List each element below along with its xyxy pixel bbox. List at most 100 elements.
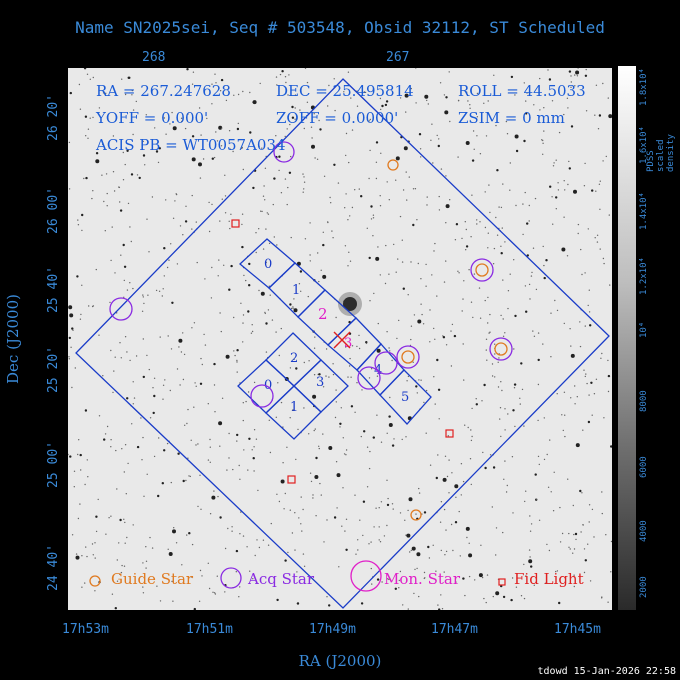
star-dot — [464, 424, 466, 426]
star-dot — [161, 295, 163, 297]
star-dot — [475, 398, 477, 400]
star-dot — [588, 504, 591, 506]
star-dot — [386, 524, 388, 527]
star-dot — [512, 409, 515, 412]
star-dot — [86, 73, 89, 75]
star-dot — [80, 469, 82, 471]
star-dot — [601, 512, 603, 515]
star-dot — [384, 103, 388, 107]
star-dot — [236, 361, 238, 363]
star-dot — [418, 595, 420, 598]
star-dot — [186, 68, 189, 71]
star-dot — [425, 389, 428, 392]
star-dot — [496, 234, 499, 236]
star-dot — [242, 535, 245, 537]
star-dot — [298, 517, 300, 519]
star-dot — [419, 148, 422, 150]
chip-number: 1 — [292, 283, 300, 298]
star-dot — [258, 546, 261, 549]
star-dot — [493, 247, 496, 250]
star-dot — [289, 367, 292, 369]
star-dot — [215, 131, 217, 133]
ra-readout: RA = 267.247628 — [96, 82, 231, 100]
star-dot — [147, 294, 149, 296]
star-dot — [563, 113, 565, 116]
star-dot — [126, 289, 129, 291]
star-dot — [258, 289, 260, 292]
star-dot — [95, 530, 98, 533]
star-dot — [543, 264, 545, 267]
star-dot — [495, 124, 497, 127]
star-dot — [567, 183, 569, 186]
star-dot — [350, 97, 352, 99]
star-dot — [246, 546, 248, 548]
star-dot — [188, 532, 191, 535]
star-dot — [219, 312, 221, 314]
star-dot — [350, 405, 354, 408]
star-dot — [564, 435, 566, 438]
star-dot — [123, 279, 125, 282]
star-dot — [379, 195, 381, 197]
star-dot — [276, 598, 279, 602]
star-dot — [268, 419, 270, 421]
star-dot — [487, 322, 489, 324]
star-dot — [314, 157, 316, 159]
star-dot — [344, 245, 347, 247]
star-dot — [81, 213, 84, 217]
star-dot — [303, 565, 306, 567]
star-dot — [199, 474, 201, 476]
star-dot — [455, 581, 457, 583]
star-dot — [365, 342, 368, 345]
star-dot — [224, 195, 227, 197]
star-dot — [216, 140, 219, 142]
star-dot — [258, 228, 260, 230]
legend-mon-label: Mon. Star — [384, 570, 461, 588]
star-dot — [209, 446, 211, 448]
star-dot — [500, 381, 502, 383]
star-dot — [593, 536, 595, 538]
star-dot — [112, 391, 114, 394]
star-dot — [323, 175, 326, 177]
star-dot — [391, 444, 395, 447]
star-dot — [265, 351, 268, 353]
star-dot — [546, 543, 548, 546]
star-dot — [87, 137, 89, 139]
star-dot — [248, 262, 251, 266]
dec-tick-label: 26 00' — [45, 187, 61, 234]
star-dot — [388, 199, 390, 201]
star-dot — [92, 76, 94, 79]
star-dot — [567, 107, 569, 109]
star-dot — [262, 248, 265, 250]
star-dot — [278, 169, 280, 172]
star-dot — [171, 111, 173, 114]
star-dot — [472, 130, 475, 132]
star-dot — [386, 503, 390, 507]
star-dot — [114, 272, 116, 274]
star-dot — [511, 577, 514, 579]
star-dot — [283, 508, 285, 510]
chip-number: 2 — [290, 351, 298, 366]
star-dot — [375, 161, 378, 163]
star-dot — [443, 571, 445, 573]
star-dot — [491, 363, 494, 365]
star-dot — [484, 466, 487, 470]
star-dot — [438, 195, 440, 198]
star-dot — [402, 604, 404, 606]
star-dot — [314, 336, 316, 338]
star-dot — [514, 134, 519, 139]
star-dot — [548, 549, 551, 552]
star-dot — [591, 414, 593, 416]
star-dot — [145, 546, 147, 548]
star-dot — [293, 308, 298, 313]
star-dot — [309, 222, 311, 224]
star-dot — [110, 446, 112, 448]
star-dot — [460, 463, 463, 465]
star-dot — [269, 451, 272, 454]
star-dot — [289, 509, 291, 511]
star-dot — [423, 511, 427, 514]
star-dot — [451, 323, 454, 326]
star-dot — [431, 274, 433, 276]
star-dot — [556, 393, 558, 395]
star-dot — [155, 150, 159, 153]
star-dot — [81, 586, 83, 588]
